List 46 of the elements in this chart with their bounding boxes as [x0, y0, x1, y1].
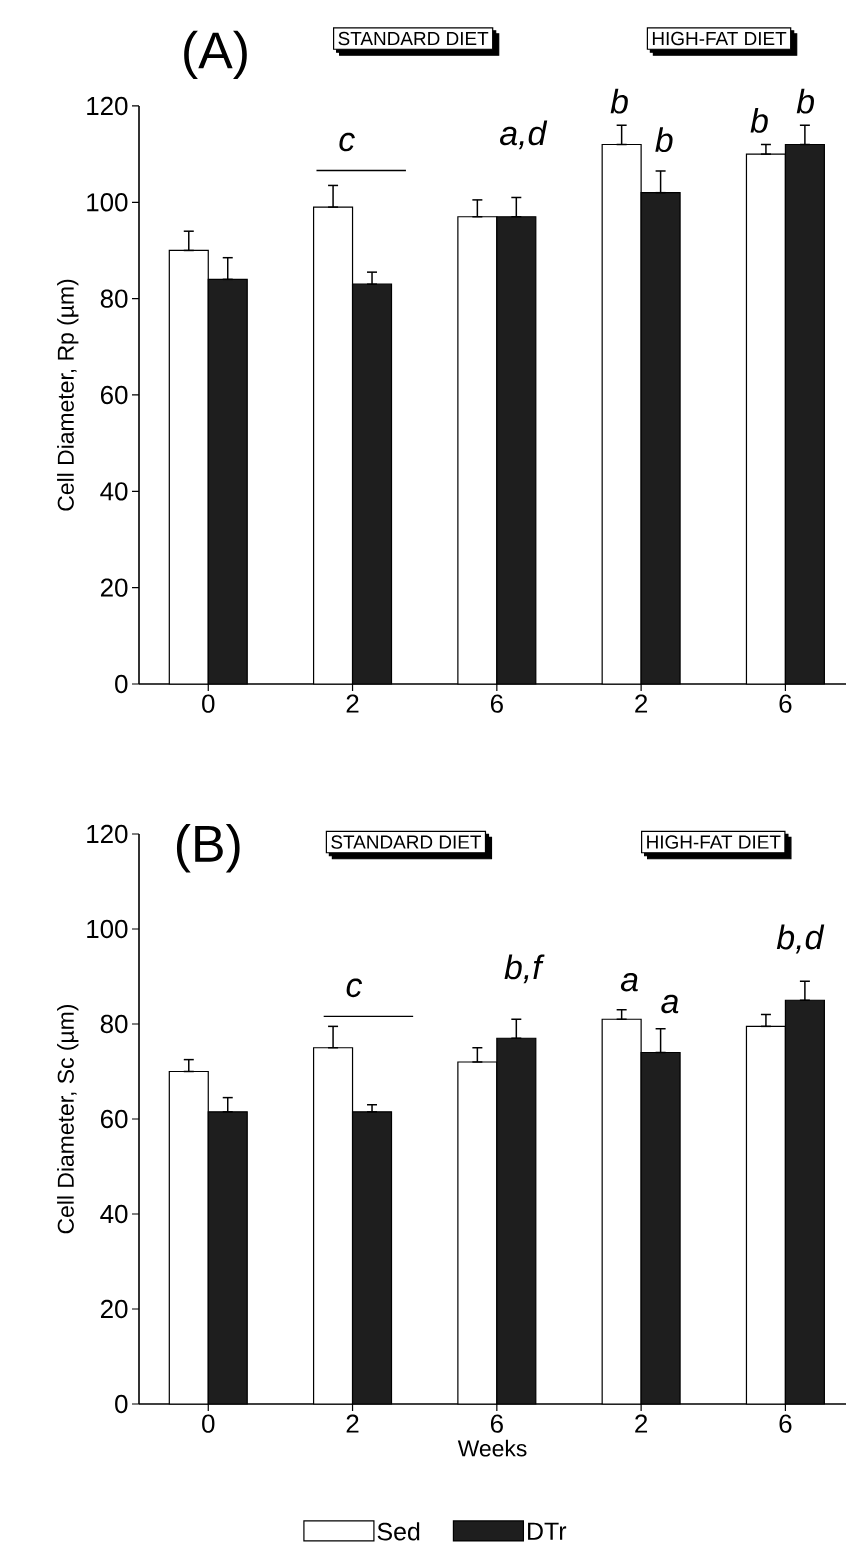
y-axis-title: Cell Diameter, Sc (µm): [57, 1004, 79, 1234]
annotation: a: [661, 994, 679, 1014]
text: STANDARD DIET: [338, 31, 489, 46]
annotation: c: [346, 978, 363, 998]
y-tick-label: 60: [100, 385, 128, 405]
annotation: b: [655, 127, 673, 153]
y-tick-label: 100: [87, 919, 128, 939]
x-tick-label: 2: [346, 1414, 359, 1433]
annotation: a: [620, 972, 638, 992]
y-tick-label: 0: [115, 674, 128, 694]
x-tick-label: 0: [202, 1414, 215, 1433]
y-axis-title: Cell Diameter, Rp (µm): [57, 279, 79, 511]
y-tick-label: 60: [100, 1109, 128, 1129]
y-tick-label: 120: [87, 824, 128, 844]
y-tick-label: 20: [100, 578, 128, 597]
text: (A): [184, 30, 247, 80]
y-tick-label: 20: [100, 1299, 128, 1319]
x-tick-label: 6: [779, 694, 792, 713]
legend-label: DTr: [528, 1522, 567, 1540]
annotation: b: [796, 88, 814, 114]
annotation: STANDARD DIET: [331, 835, 482, 849]
y-tick-label: 80: [100, 1014, 128, 1034]
annotation: a,d: [500, 120, 548, 150]
y-tick-label: 0: [115, 1394, 128, 1414]
annotation: HIGH-FAT DIET: [647, 835, 781, 849]
x-tick-label: 6: [490, 1414, 503, 1433]
y-tick-label: 100: [87, 193, 128, 212]
x-tick-label: 2: [635, 1414, 648, 1433]
x-tick-label: 2: [346, 694, 359, 713]
x-tick-label: 0: [202, 694, 215, 713]
x-tick-label: 2: [635, 694, 648, 713]
legend-label: Sed: [377, 1522, 420, 1541]
y-tick-label: 40: [100, 482, 128, 501]
x-tick-label: 6: [490, 694, 503, 713]
annotation: b: [750, 107, 768, 133]
annotation: b,d: [776, 924, 825, 954]
text: HIGH-FAT DIET: [652, 31, 787, 46]
annotation: (B): [176, 824, 240, 873]
annotation: c: [339, 132, 355, 152]
x-tick-label: 6: [779, 1414, 792, 1433]
annotation: b,f: [504, 954, 545, 984]
x-axis-title: Weeks: [457, 1439, 527, 1457]
y-tick-label: 40: [100, 1204, 128, 1224]
y-tick-label: 80: [100, 289, 128, 308]
annotation: b: [610, 88, 628, 114]
y-tick-label: 120: [87, 96, 128, 116]
